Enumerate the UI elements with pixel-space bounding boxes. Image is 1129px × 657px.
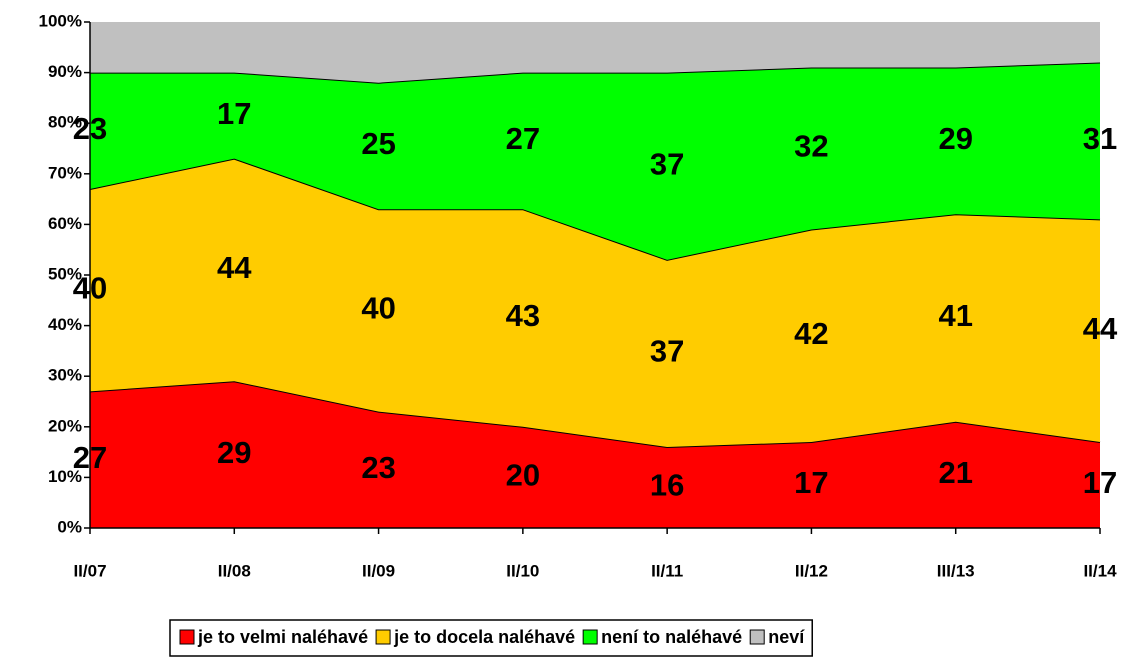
data-label: 40 — [361, 291, 395, 326]
data-label: 42 — [794, 316, 828, 351]
data-label: 32 — [794, 129, 828, 164]
legend-label: neví — [768, 627, 805, 647]
data-label: 44 — [217, 250, 252, 285]
x-tick-label: II/12 — [795, 561, 828, 580]
data-label: 29 — [938, 121, 972, 156]
data-label: 23 — [361, 450, 395, 485]
data-label: 43 — [506, 298, 540, 333]
data-label: 17 — [217, 96, 251, 131]
data-label: 25 — [361, 126, 395, 161]
y-tick-label: 80% — [48, 113, 82, 132]
data-label: 20 — [506, 458, 540, 493]
legend-label: je to velmi naléhavé — [197, 627, 368, 647]
x-tick-label: II/09 — [362, 561, 395, 580]
y-tick-label: 90% — [48, 62, 82, 81]
legend-swatch — [582, 629, 598, 645]
y-tick-label: 20% — [48, 416, 82, 435]
y-tick-label: 70% — [48, 163, 82, 182]
legend-box — [169, 619, 813, 657]
area — [90, 158, 1100, 448]
data-label: 16 — [650, 468, 684, 503]
x-tick-label: II/14 — [1083, 561, 1117, 580]
data-label: 31 — [1083, 121, 1117, 156]
x-tick-label: III/13 — [937, 561, 975, 580]
legend-label: není to naléhavé — [601, 627, 742, 647]
data-label: 37 — [650, 146, 684, 181]
data-label: 44 — [1083, 311, 1118, 346]
legend-label: je to docela naléhavé — [393, 627, 575, 647]
data-label: 41 — [938, 298, 972, 333]
data-label: 17 — [1083, 465, 1117, 500]
data-label: 17 — [794, 465, 828, 500]
x-tick-label: II/11 — [651, 561, 683, 580]
legend-swatch — [375, 629, 391, 645]
y-tick-label: 30% — [48, 366, 82, 385]
legend-swatch — [749, 629, 765, 645]
y-tick-label: 50% — [48, 264, 82, 283]
area — [90, 62, 1100, 260]
y-tick-label: 10% — [48, 467, 82, 486]
x-tick-label: II/07 — [73, 561, 106, 580]
data-label: 29 — [217, 435, 251, 470]
data-label: 21 — [938, 455, 972, 490]
x-tick-label: II/08 — [218, 561, 251, 580]
y-tick-label: 0% — [57, 517, 82, 536]
area — [90, 381, 1100, 528]
y-tick-label: 100% — [39, 11, 82, 30]
y-tick-label: 60% — [48, 214, 82, 233]
x-tick-label: II/10 — [506, 561, 539, 580]
data-label: 37 — [650, 334, 684, 369]
data-label: 27 — [506, 121, 540, 156]
y-tick-label: 40% — [48, 315, 82, 334]
area — [90, 22, 1100, 83]
legend-swatch — [179, 629, 195, 645]
